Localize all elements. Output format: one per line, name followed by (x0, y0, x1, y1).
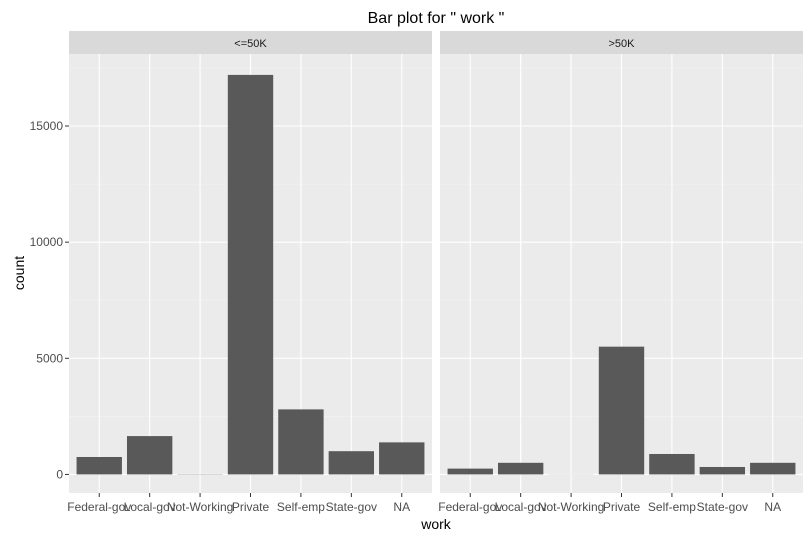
facet-panels: <=50KFederal-govLocal-govNot-WorkingPriv… (67, 31, 803, 514)
x-tick-label: Not-Working (538, 500, 604, 514)
x-tick-label: Not-Working (167, 500, 233, 514)
y-axis: 0 5000 10000 15000 (30, 119, 69, 481)
facet-strip-label: >50K (609, 38, 636, 50)
y-tick-label: 15000 (30, 119, 64, 133)
bar (379, 442, 425, 475)
bar (699, 466, 746, 475)
bar (328, 451, 375, 475)
x-tick-label: State-gov (697, 500, 748, 514)
facet-panel: <=50K Federal-govLocal-govNot-WorkingPriv… (67, 31, 432, 514)
y-tick-label: 10000 (30, 235, 64, 249)
facet-strip-label: <=50K (234, 38, 267, 50)
y-tick-label: 5000 (36, 351, 63, 365)
x-tick-label: Private (603, 500, 641, 514)
bar (649, 453, 695, 475)
x-tick-label: NA (393, 500, 410, 514)
bar (126, 436, 173, 475)
chart-title: Bar plot for " work " (368, 10, 505, 27)
y-axis-title: count (11, 256, 27, 290)
x-tick-label: State-gov (326, 500, 377, 514)
x-tick-label: Self-emp (277, 500, 325, 514)
bar (598, 346, 645, 475)
x-tick-label: Local-gov (495, 500, 547, 514)
bar (447, 468, 493, 475)
x-tick-label: NA (764, 500, 781, 514)
facet-strip (440, 31, 803, 54)
facet-strip (69, 31, 432, 54)
bar (750, 462, 796, 475)
x-tick-label: Federal-gov (438, 500, 502, 514)
y-tick-label: 0 (56, 467, 63, 481)
x-tick-label: Self-emp (648, 500, 696, 514)
bar (497, 462, 544, 475)
x-axis-title: work (420, 516, 452, 532)
facet-panel: >50K Federal-govLocal-govNot-WorkingPriva… (438, 31, 803, 514)
x-tick-label: Federal-gov (67, 500, 131, 514)
bar (227, 74, 274, 475)
x-tick-label: Local-gov (124, 500, 176, 514)
x-tick-label: Private (232, 500, 270, 514)
bar (278, 409, 324, 475)
bar (76, 456, 122, 475)
